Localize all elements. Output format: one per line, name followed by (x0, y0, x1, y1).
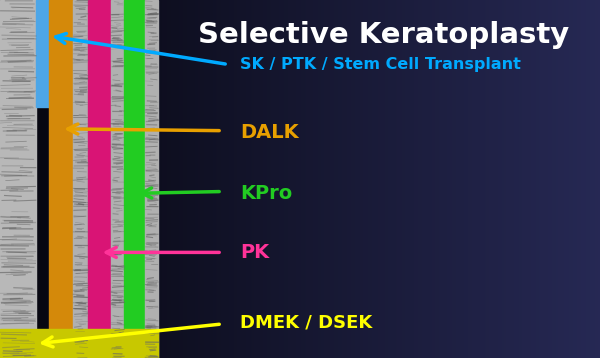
Text: SK / PTK / Stem Cell Transplant: SK / PTK / Stem Cell Transplant (240, 57, 521, 72)
Text: DMEK / DSEK: DMEK / DSEK (240, 313, 372, 331)
Bar (36, 0, 49, 107)
Text: Selective Keratoplasty: Selective Keratoplasty (199, 21, 569, 49)
Bar (49, 0, 73, 358)
Text: PK: PK (240, 243, 269, 262)
Bar (111, 0, 124, 358)
Bar (0, 329, 158, 358)
Bar (73, 0, 88, 358)
Text: DALK: DALK (240, 123, 299, 142)
Text: KPro: KPro (240, 184, 292, 203)
Bar (145, 0, 158, 358)
Bar (88, 0, 111, 358)
Bar (0, 0, 36, 358)
Bar (124, 0, 145, 358)
